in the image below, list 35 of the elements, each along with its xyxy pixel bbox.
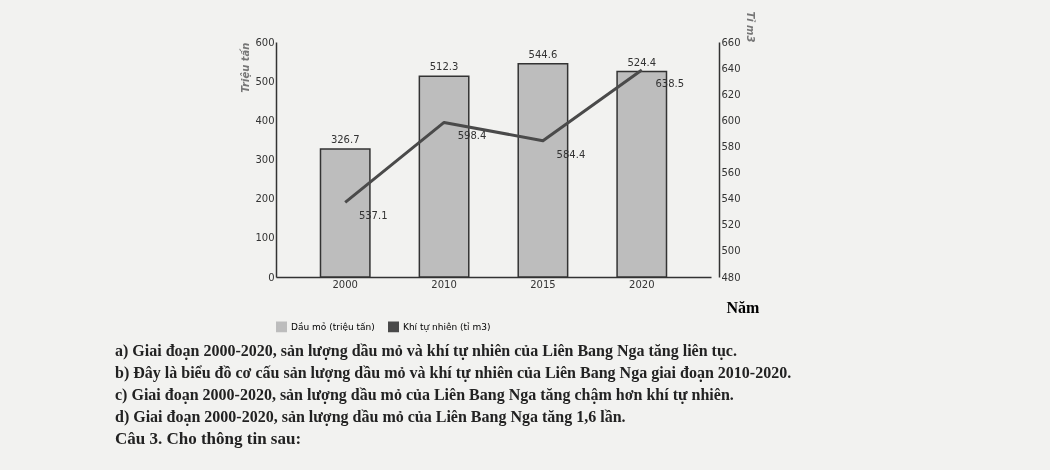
y2-tick-label: 480 xyxy=(721,271,741,283)
y-tick-label: 300 xyxy=(255,154,275,165)
y2-tick-label: 660 xyxy=(721,36,741,48)
text: Câu 3. Cho thông tin sau: xyxy=(115,428,303,450)
data-label: 512.3 xyxy=(429,61,459,73)
text: c) Giai đoạn 2000-2020, sản lượng dầu mỏ của Liên Bang Nga tăng chậm hơn khí tự nhiên. xyxy=(115,385,735,406)
x-tick-label: 2020 xyxy=(629,278,655,290)
x-axis-title: Năm xyxy=(726,298,761,316)
y-tick-label: 0 xyxy=(268,271,275,283)
y-tick-label: 200 xyxy=(255,193,275,205)
y-tick-label: 600 xyxy=(255,36,275,48)
x-tick-label: 2015 xyxy=(530,278,556,290)
data-label: 326.7 xyxy=(330,134,360,146)
y-tick-label: 100 xyxy=(255,232,275,244)
data-label: 524.4 xyxy=(627,56,657,68)
y2-tick-label: 620 xyxy=(721,88,741,100)
y-tick-label: 400 xyxy=(255,114,275,126)
legend-label: Dầu mỏ (triệu tấn) xyxy=(291,321,375,332)
text: b) Đây là biểu đồ cơ cấu sản lượng dầu mỏ và khí tự nhiên của Liên Bang Nga giai đoạn 2010-2020. xyxy=(115,363,792,384)
y2-tick-label: 540 xyxy=(721,193,741,205)
y2-tick-label: 520 xyxy=(721,219,741,231)
y2-axis-title: Tỉ m3 xyxy=(744,11,756,43)
y2-tick-label: 580 xyxy=(721,140,741,152)
legend-label: Khí tự nhiên (tỉ m3) xyxy=(403,321,491,333)
y-tick-label: 500 xyxy=(255,75,275,87)
x-tick-label: 2010 xyxy=(431,278,457,290)
text: a) Giai đoạn 2000-2020, sản lượng dầu mỏ và khí tự nhiên của Liên Bang Nga tăng liên tục. xyxy=(115,341,738,362)
y2-tick-label: 640 xyxy=(721,62,741,74)
y2-tick-label: 560 xyxy=(721,167,741,179)
y2-tick-label: 500 xyxy=(721,245,741,257)
data-label: 544.6 xyxy=(528,48,558,60)
y-axis-title: Triệu tấn xyxy=(239,42,252,93)
y2-tick-label: 600 xyxy=(721,114,741,126)
x-tick-label: 2000 xyxy=(332,278,358,290)
text: d) Giai đoạn 2000-2020, sản lượng dầu mỏ của Liên Bang Nga tăng 1,6 lần. xyxy=(115,407,627,428)
